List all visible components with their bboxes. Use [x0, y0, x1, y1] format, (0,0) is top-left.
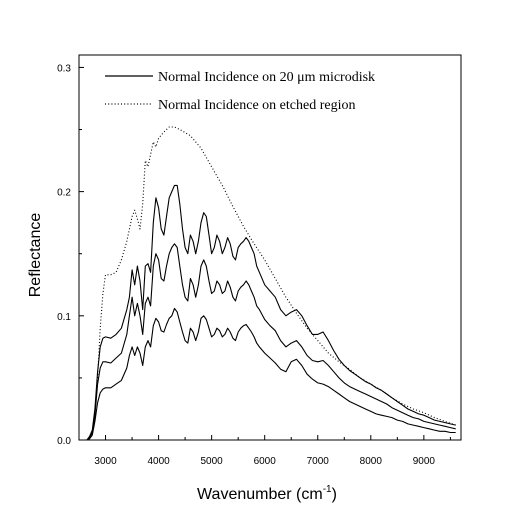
legend-label-etched: Normal Incidence on etched region [158, 98, 355, 113]
y-tick-label-0.3: 0.3 [57, 63, 71, 74]
x-tick-label-7000: 7000 [307, 456, 330, 467]
series-line-microdisk-1 [86, 184, 456, 441]
x-tick-label-4000: 4000 [147, 456, 170, 467]
legend-label-microdisk: Normal Incidence on 20 μm microdisk [158, 70, 375, 85]
x-axis-title-sup: -1 [323, 484, 332, 495]
x-tick-label-8000: 8000 [360, 456, 383, 467]
x-tick-label-5000: 5000 [201, 456, 224, 467]
data-series [86, 126, 456, 441]
y-tick-label-0: 0.0 [57, 436, 71, 447]
x-axis-title-close: ) [332, 486, 337, 503]
x-axis-title: Wavenumber (cm-1) [197, 484, 337, 503]
x-tick-label-9000: 9000 [413, 456, 436, 467]
x-tick-label-6000: 6000 [254, 456, 277, 467]
y-axis-title: Reflectance [27, 213, 44, 298]
plot-frame [78, 54, 462, 441]
y-tick-label-0.2: 0.2 [57, 188, 71, 199]
y-tick-label-0.1: 0.1 [57, 312, 71, 323]
series-line-microdisk-3 [86, 307, 456, 441]
x-axis-title-main: Wavenumber (cm [197, 486, 323, 503]
x-tick-label-3000: 3000 [94, 456, 117, 467]
legend: Normal Incidence on 20 μm microdisk Norm… [105, 70, 375, 113]
series-line-microdisk-2 [86, 243, 456, 441]
axis-ticks: 3000 4000 5000 6000 7000 8000 9000 0.0 0.1 0.2 0.3 [57, 63, 451, 467]
